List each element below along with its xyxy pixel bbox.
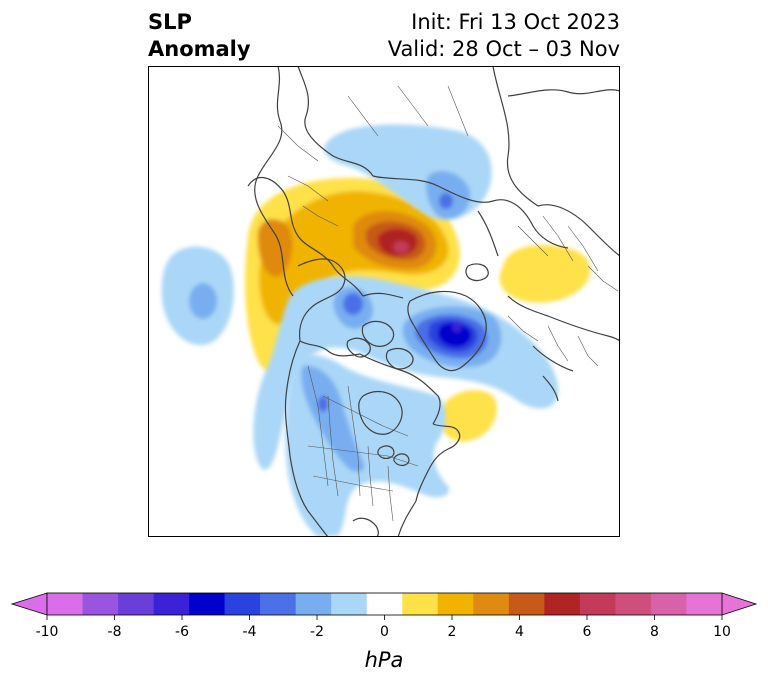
western-north-america-low (285, 354, 449, 537)
colorbar-swatch (544, 593, 581, 615)
colorbar-swatch (686, 593, 723, 615)
colorbar-swatch (295, 593, 332, 615)
colorbar-extend-high (721, 592, 758, 616)
valid-range: Valid: 28 Oct – 03 Nov (387, 37, 620, 61)
colorbar-swatch (331, 593, 368, 615)
colorbar-tick-label: -10 (36, 624, 59, 640)
atlantic-high (439, 390, 497, 442)
siberia-high (499, 245, 591, 303)
colorbar-swatch (366, 593, 403, 615)
colorbar-tick-label: 2 (448, 624, 457, 640)
title-line-2: Anomaly (148, 37, 251, 61)
colorbar-swatch (224, 593, 261, 615)
arctic-low (324, 124, 492, 220)
colorbar-tick-label: -6 (175, 624, 189, 640)
colorbar: -10 -8 -6 -4 -2 0 2 4 6 8 10 hPa (10, 592, 758, 672)
colorbar-swatch (82, 593, 119, 615)
colorbar-swatch (650, 593, 687, 615)
init-date: Init: Fri 13 Oct 2023 (411, 10, 620, 34)
colorbar-tick-label: 6 (583, 624, 592, 640)
map-title: SLP Anomaly (148, 9, 251, 63)
colorbar-swatch (508, 593, 545, 615)
colorbar-ticks: -10 -8 -6 -4 -2 0 2 4 6 8 10 (36, 615, 731, 640)
slp-anomaly-map (148, 66, 620, 537)
colorbar-swatch (189, 593, 225, 615)
coastlines (247, 66, 620, 537)
colorbar-tick-label: 8 (650, 624, 659, 640)
map-frame (148, 66, 620, 537)
greenland-low (253, 276, 559, 470)
title-line-1: SLP (148, 10, 192, 34)
colorbar-swatch (47, 593, 83, 615)
colorbar-tick-label: -4 (243, 624, 257, 640)
date-info: Init: Fri 13 Oct 2023 Valid: 28 Oct – 03… (388, 9, 620, 63)
north-pacific-low (161, 246, 234, 346)
colorbar-boxes (10, 592, 758, 616)
colorbar-swatch (153, 593, 190, 615)
colorbar-swatch (260, 593, 296, 615)
colorbar-label: hPa (365, 648, 404, 672)
colorbar-swatch (615, 593, 652, 615)
colorbar-tick-label: -2 (310, 624, 324, 640)
colorbar-swatch (579, 593, 616, 615)
colorbar-tick-label: 0 (380, 624, 389, 640)
colorbar-tick-label: 10 (713, 624, 731, 640)
colorbar-swatch (118, 593, 154, 615)
colorbar-swatch (473, 593, 510, 615)
colorbar-extend-low (10, 592, 48, 616)
colorbar-swatch (402, 593, 439, 615)
colorbar-tick-label: -8 (108, 624, 122, 640)
colorbar-swatch (437, 593, 474, 615)
colorbar-tick-label: 4 (515, 624, 524, 640)
political-borders (277, 85, 619, 522)
